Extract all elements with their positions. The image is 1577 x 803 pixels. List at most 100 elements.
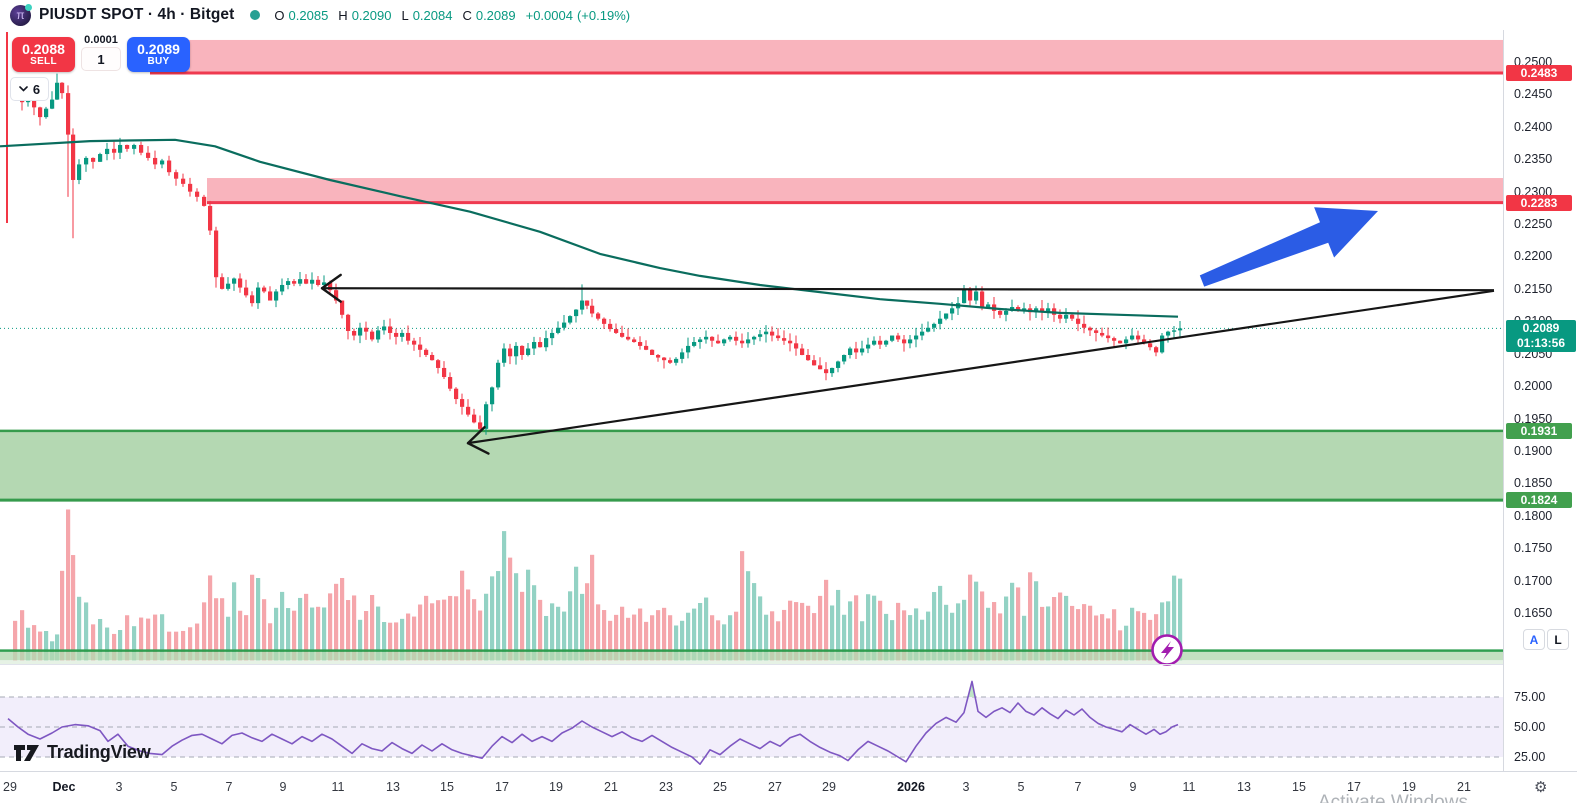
lightning-bolt-icon [1161, 641, 1174, 660]
chevron-down-icon [19, 86, 28, 92]
close-value: 0.2089 [475, 7, 516, 23]
logo-spark-dot [25, 3, 32, 11]
zone-layer[interactable] [0, 39, 1503, 502]
spread-column: 0.0001 1 [80, 34, 122, 71]
candles-layer [6, 32, 1183, 435]
time-tick: 27 [768, 780, 782, 794]
time-tick: 11 [1182, 780, 1196, 794]
arrow-layer[interactable] [1199, 207, 1378, 287]
price-tick: 0.2000 [1514, 379, 1553, 394]
symbol-title[interactable]: PIUSDT SPOT · 4h · Bitget [39, 6, 235, 23]
price-level-label: 0.2283 [1506, 194, 1572, 211]
time-tick: 5 [1017, 780, 1025, 794]
chart-canvas[interactable] [0, 0, 1503, 771]
time-tick: 3 [962, 780, 970, 794]
tradingview-logo[interactable]: TradingView [14, 742, 151, 763]
symbol-logo-icon[interactable]: π [10, 3, 32, 26]
time-tick: 19 [549, 780, 563, 794]
time-tick: 17 [1347, 780, 1361, 794]
sell-button[interactable]: 0.2088 SELL [12, 37, 75, 72]
arrowhead-icon [466, 441, 490, 455]
time-tick: 3 [115, 780, 123, 794]
quantity-box[interactable]: 1 [81, 47, 121, 71]
supply-mid-zone [207, 178, 1503, 203]
sell-price: 0.2088 [22, 40, 65, 57]
time-tick: 5 [170, 780, 178, 794]
pane-separator[interactable] [0, 664, 1577, 665]
time-tick: Dec [52, 780, 76, 794]
open-label: O [274, 7, 285, 23]
close-label: C [462, 7, 472, 23]
low-value: 0.2084 [412, 7, 453, 23]
time-tick: 2026 [897, 780, 925, 794]
buy-price: 0.2089 [137, 40, 180, 57]
rsi-tick: 75.00 [1514, 690, 1546, 704]
last-price-value: 0.2089 [1522, 321, 1560, 336]
buy-label: BUY [147, 55, 170, 67]
rsi-line [7, 680, 1179, 765]
toolbar: π PIUSDT SPOT · 4h · Bitget O 0.2085 H 0.2… [0, 0, 1577, 30]
arrowhead-icon [320, 287, 342, 303]
settings-gear-icon[interactable]: ⚙ [1534, 779, 1548, 796]
price-scale[interactable]: USDT 0.25000.24500.24000.23500.23000.225… [1503, 0, 1577, 771]
sell-label: SELL [30, 55, 57, 67]
tradingview-text: TradingView [47, 742, 151, 762]
price-tick: 0.1800 [1514, 508, 1553, 523]
time-tick: 11 [331, 780, 345, 794]
price-tick: 0.1750 [1514, 541, 1553, 556]
supply-upper-zone [150, 39, 1503, 74]
time-tick: 29 [3, 780, 17, 794]
volume-layer [13, 509, 1183, 661]
market-status-icon [250, 10, 261, 20]
time-tick: 21 [1457, 780, 1471, 794]
change-percent: (+0.19%) [576, 7, 631, 23]
price-level-label: 0.1931 [1506, 422, 1572, 439]
open-value: 0.2085 [288, 7, 329, 23]
bar-counter-chip[interactable]: 6 [10, 77, 49, 101]
lower-support-strip[interactable] [0, 649, 1503, 665]
price-tick: 0.1650 [1514, 605, 1553, 620]
time-tick: 13 [1237, 780, 1251, 794]
time-tick: 9 [279, 780, 287, 794]
time-tick: 15 [440, 780, 454, 794]
time-tick: 23 [659, 780, 673, 794]
time-tick: 15 [1292, 780, 1306, 794]
time-tick: 7 [225, 780, 233, 794]
price-tick: 0.1950 [1514, 411, 1553, 426]
price-tick: 0.2200 [1514, 249, 1553, 264]
trendline-1 [321, 287, 1495, 292]
auto-scale-button[interactable]: A [1523, 629, 1545, 650]
high-value: 0.2090 [351, 7, 392, 23]
blue-arrow-annotation [1199, 207, 1378, 287]
time-tick: 25 [713, 780, 727, 794]
price-tick: 0.2150 [1514, 281, 1553, 296]
price-level-label: 0.2483 [1506, 65, 1572, 82]
order-panel: 0.2088 SELL 0.0001 1 0.2089 BUY [12, 34, 190, 72]
price-tick: 0.2450 [1514, 87, 1553, 102]
ohlc-readout: O 0.2085 H 0.2090 L 0.2084 C 0.2089 +0.0004 … [274, 8, 630, 23]
activate-windows-watermark: Activate Windows [1318, 792, 1468, 803]
trendline-layer[interactable] [320, 273, 1495, 455]
trendline-2 [467, 289, 1495, 445]
time-tick: 9 [1129, 780, 1137, 794]
price-tick: 0.1850 [1514, 476, 1553, 491]
time-tick: 29 [822, 780, 836, 794]
time-tick: 19 [1402, 780, 1416, 794]
time-axis[interactable]: 29 Dec 3 5 7 9 11 13 15 17 19 21 23 25 27 29 2026 3 5 7 9 11 1… [0, 771, 1577, 803]
lightning-badge[interactable] [1151, 634, 1183, 666]
arrowhead-icon [466, 425, 486, 445]
rsi-tick: 50.00 [1514, 720, 1546, 734]
buy-button[interactable]: 0.2089 BUY [127, 37, 190, 72]
log-scale-button[interactable]: L [1547, 629, 1569, 650]
time-tick: 21 [604, 780, 618, 794]
price-tick: 0.2250 [1514, 217, 1553, 232]
price-level-label: 0.1824 [1506, 492, 1572, 509]
time-tick: 13 [386, 780, 400, 794]
last-price-label: 0.2089 01:13:56 [1506, 320, 1576, 353]
time-tick: 17 [495, 780, 509, 794]
bar-countdown: 01:13:56 [1516, 336, 1566, 351]
spread-value: 0.0001 [84, 34, 118, 46]
high-label: H [338, 7, 348, 23]
ma-line[interactable] [0, 138, 1179, 318]
